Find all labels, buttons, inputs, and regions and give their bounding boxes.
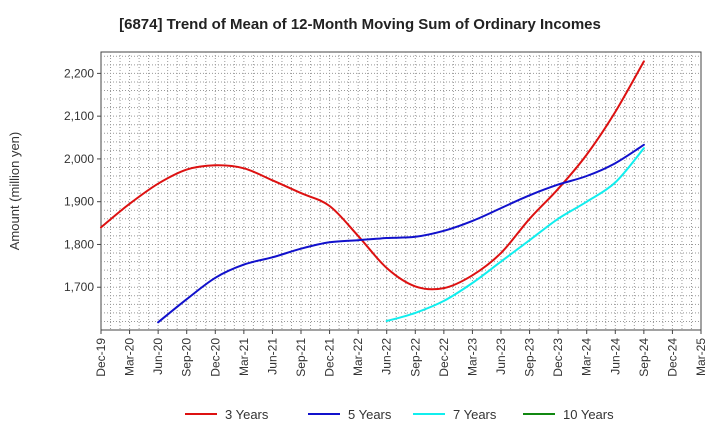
x-tick-label: Mar-20	[123, 338, 137, 376]
x-tick-label: Mar-22	[351, 338, 365, 376]
x-tick-label: Dec-19	[94, 338, 108, 377]
x-tick-label: Mar-21	[237, 338, 251, 376]
chart-title: [6874] Trend of Mean of 12-Month Moving …	[119, 16, 601, 33]
x-tick-label: Dec-22	[437, 338, 451, 377]
x-tick-label: Jun-24	[608, 338, 622, 375]
y-tick-label: 2,100	[64, 109, 94, 123]
x-tick-label: Mar-25	[694, 338, 708, 376]
legend-label: 10 Years	[563, 407, 614, 422]
legend-label: 3 Years	[225, 407, 269, 422]
axis-layer: 1,700 1,800 1,900 2,000 2,100 2,200 Dec-19 Mar-…	[64, 66, 708, 376]
x-tick-label: Sep-21	[294, 338, 308, 377]
legend: 3 Years 5 Years 7 Years 10 Years	[185, 407, 614, 422]
x-tick-label: Dec-23	[551, 338, 565, 377]
y-tick-label: 1,800	[64, 237, 94, 251]
x-tick-label: Sep-23	[523, 338, 537, 377]
x-tick-label: Jun-20	[151, 338, 165, 375]
series-layer	[100, 60, 645, 324]
x-tick-label: Jun-22	[380, 338, 394, 375]
y-axis-label: Amount (million yen)	[7, 132, 22, 251]
plot-area	[100, 51, 702, 331]
x-tick-label: Jun-21	[265, 338, 279, 375]
x-tick-label: Dec-20	[208, 338, 222, 377]
series-line-7-years	[385, 147, 645, 322]
x-tick-label: Mar-24	[580, 338, 594, 376]
y-tick-label: 2,200	[64, 66, 94, 80]
x-tick-label: Sep-22	[408, 338, 422, 377]
x-tick-label: Dec-24	[665, 338, 679, 377]
x-tick-label: Jun-23	[494, 338, 508, 375]
series-line-3-years	[100, 60, 645, 291]
x-tick-label: Dec-21	[323, 338, 337, 377]
y-tick-label: 2,000	[64, 152, 94, 166]
series-line-5-years	[157, 143, 645, 324]
legend-label: 5 Years	[348, 407, 392, 422]
y-tick-label: 1,700	[64, 280, 94, 294]
y-tick-label: 1,900	[64, 195, 94, 209]
x-tick-label: Sep-20	[180, 338, 194, 377]
x-tick-label: Mar-23	[465, 338, 479, 376]
x-tick-label: Sep-24	[637, 338, 651, 377]
legend-label: 7 Years	[453, 407, 497, 422]
